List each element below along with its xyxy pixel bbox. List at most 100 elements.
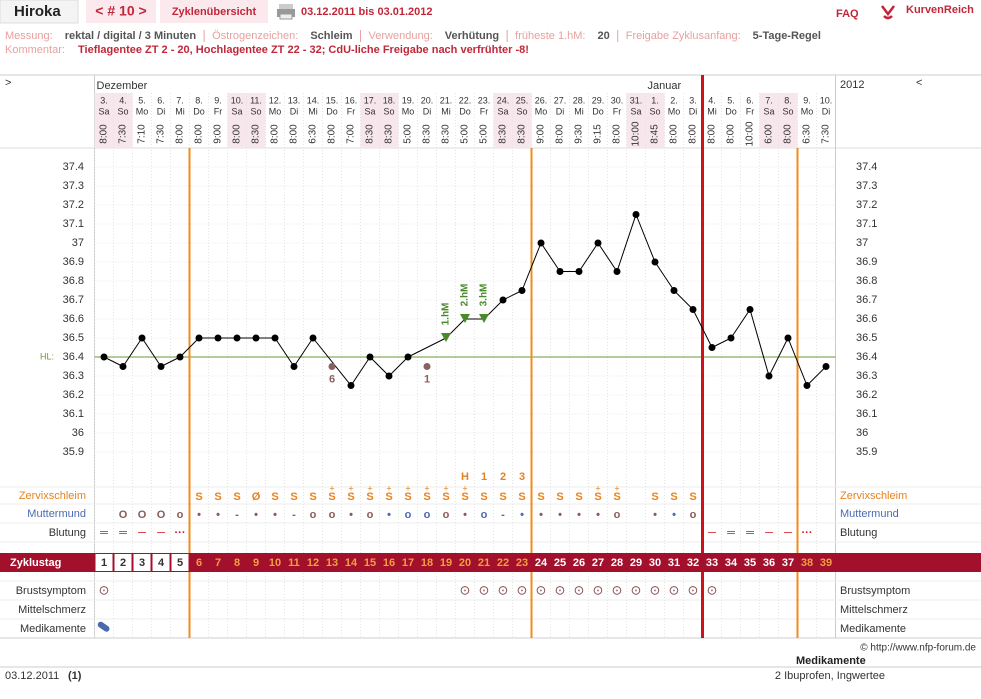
mucus-mark: S — [271, 491, 278, 503]
cycle-nav[interactable]: < # 10 > — [95, 3, 146, 19]
time-label: 5:00 — [403, 124, 414, 144]
time-label: 7:30 — [118, 124, 129, 144]
brand-name[interactable]: KurvenReich — [906, 4, 974, 16]
day-label: 8. — [195, 95, 203, 105]
temp-point — [176, 353, 184, 361]
cycle-day: 17 — [402, 557, 414, 569]
y-tick-label: 36.9 — [856, 256, 877, 268]
temp-point — [689, 306, 697, 313]
cycle-day: 23 — [516, 557, 528, 569]
toggle[interactable]: < — [916, 77, 922, 89]
print-icon[interactable] — [277, 4, 295, 20]
temp-segment — [635, 214, 656, 263]
cycle-day: 33 — [706, 557, 718, 569]
day-label: 9. — [803, 95, 811, 105]
weekday-label: Mi — [308, 106, 318, 116]
weekend-cell — [512, 93, 532, 148]
time-label: 7:30 — [821, 124, 832, 144]
cervix-mark: • — [273, 509, 277, 521]
weekday-label: Do — [459, 106, 471, 116]
excluded-label: 1 — [424, 373, 430, 385]
weekend-cell — [645, 93, 665, 148]
time-label: 8:00 — [194, 124, 205, 144]
mucus-plus: + — [614, 483, 619, 493]
toggle[interactable]: > — [5, 77, 11, 89]
temp-point — [670, 287, 678, 294]
temp-segment — [160, 356, 181, 367]
weekday-label: Di — [157, 106, 166, 116]
day-label: 2. — [670, 95, 678, 105]
cervix-mark: • — [349, 509, 353, 521]
bleeding-mark: ═ — [726, 527, 735, 539]
temp-segment — [312, 337, 352, 386]
time-label: 5:00 — [479, 124, 490, 144]
weekday-label: Mi — [441, 106, 451, 116]
comment: Tieflagentee ZT 2 - 20, Hochlagentee ZT … — [78, 44, 529, 56]
mucus-plus: + — [367, 483, 372, 493]
row-label: Brustsymptom — [840, 585, 910, 597]
temp-point — [765, 372, 773, 380]
mucus-mark: S — [480, 491, 487, 503]
cycle-cell — [152, 554, 170, 571]
breast-mark: ⊙ — [536, 582, 547, 597]
year: 2012 — [840, 79, 864, 91]
time-label: 8:00 — [270, 124, 281, 144]
day-label: 7. — [765, 95, 773, 105]
day-label: 15. — [326, 95, 339, 105]
day-label: 26. — [535, 95, 548, 105]
faq-link[interactable]: FAQ — [836, 8, 859, 20]
weekday-label: Sa — [364, 106, 375, 116]
weekend-cell — [94, 93, 114, 148]
bleeding-mark: ─ — [783, 527, 792, 539]
bleeding-mark: ··· — [802, 527, 813, 539]
user-box — [0, 0, 79, 24]
date-range: 03.12.2011 bis 03.01.2012 — [301, 6, 433, 18]
temp-segment — [122, 337, 143, 367]
day-label: 29. — [592, 95, 605, 105]
cycle-day: 16 — [383, 557, 395, 569]
brand-logo — [881, 5, 895, 20]
mucus-mark: S — [575, 491, 582, 503]
cervix-mark: - — [501, 509, 505, 521]
cervix-mark: • — [653, 509, 657, 521]
row-label: Medikamente — [20, 623, 86, 635]
temp-point — [537, 239, 545, 247]
y-tick-label: 37.3 — [63, 180, 84, 192]
mucus-plus: + — [405, 483, 410, 493]
temp-point — [594, 239, 602, 247]
cervix-mark: • — [520, 509, 524, 521]
weekday-label: Di — [290, 106, 299, 116]
cervix-mark: o — [367, 509, 374, 521]
info-value: rektal / digital / 3 Minuten — [65, 30, 197, 42]
y-tick-label: 37.3 — [856, 180, 877, 192]
mucus-mark: S — [689, 491, 696, 503]
excluded-point — [423, 363, 431, 370]
breast-mark: ⊙ — [650, 582, 661, 597]
weekday-label: Do — [193, 106, 205, 116]
weekday-label: Mo — [535, 106, 548, 116]
bleeding-mark: ─ — [707, 527, 716, 539]
cervix-mark: • — [216, 509, 220, 521]
y-tick-label: 35.9 — [63, 446, 84, 458]
cycle-cell — [114, 554, 132, 571]
temp-point — [727, 334, 735, 342]
weekday-label: Di — [822, 106, 831, 116]
temp-point — [784, 334, 792, 342]
y-tick-label: 36.7 — [856, 294, 877, 306]
cycle-day: 39 — [820, 557, 832, 569]
weekday-label: So — [117, 106, 128, 116]
temp-point — [518, 287, 526, 294]
weekday-label: Mo — [136, 106, 149, 116]
weekday-label: Fr — [480, 106, 489, 116]
day-label: 9. — [214, 95, 222, 105]
cycle-nav-box[interactable] — [86, 0, 156, 23]
peak-count: 3 — [519, 471, 525, 483]
weekday-label: Do — [725, 106, 737, 116]
weekday-label: Sa — [497, 106, 508, 116]
mucus-mark: S — [347, 491, 354, 503]
day-label: 3. — [100, 95, 108, 105]
overview-tab[interactable]: Zyklenübersicht — [172, 6, 257, 18]
cycle-day: 25 — [554, 557, 566, 569]
tab-box[interactable] — [160, 0, 268, 23]
cervix-mark: o — [690, 509, 697, 521]
